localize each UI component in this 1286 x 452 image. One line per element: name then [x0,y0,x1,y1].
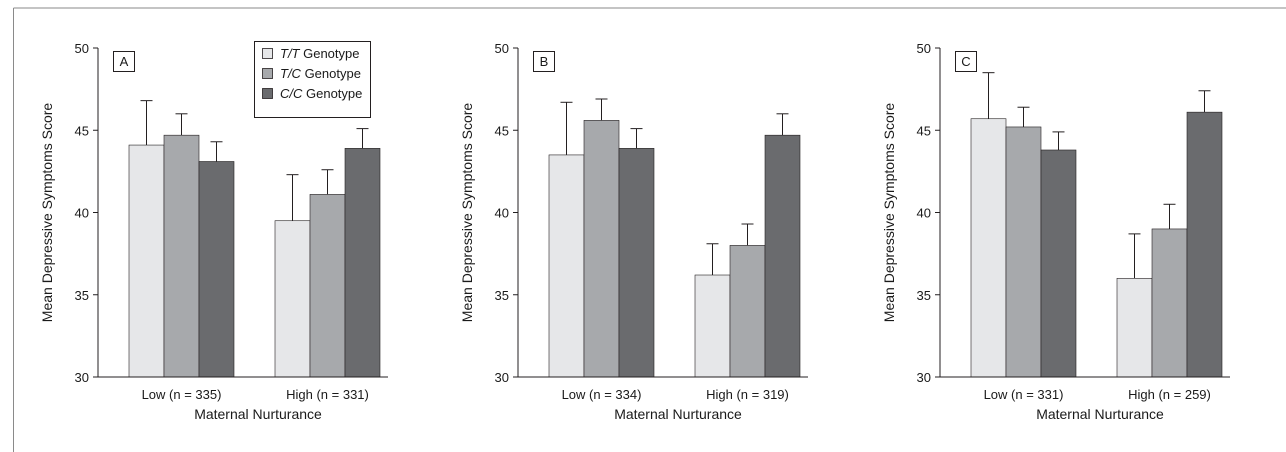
bar-a-c1-s1 [309,194,346,378]
y-tick-label: 50 [495,41,509,56]
y-tick-label: 35 [75,288,89,303]
panel-letter: A [120,54,129,69]
y-axis-title: Mean Depressive Symptoms Score [39,103,55,323]
y-axis-title: Mean Depressive Symptoms Score [459,103,475,323]
panel-letter: C [961,54,970,69]
bar-a-c1-s0 [274,220,311,378]
bar-a-c0-s1 [163,134,200,378]
y-tick-label: 40 [75,206,89,221]
legend-suffix: Genotype [301,66,361,81]
legend-suffix: Genotype [300,46,360,61]
y-tick-label: 45 [495,123,509,138]
bar-a-c0-s0 [128,144,165,378]
y-tick-label: 50 [75,41,89,56]
x-tick-label: High (n = 331) [286,387,369,402]
x-axis-title: Maternal Nurturance [1036,406,1164,422]
y-tick-label: 45 [75,123,89,138]
y-tick-label: 45 [917,123,931,138]
bar-a-c0-s2 [198,161,235,378]
bar-c-c0-s1 [1005,126,1042,378]
legend-label: T/T Genotype [280,46,360,61]
x-tick-label: Low (n = 331) [984,387,1064,402]
panel-a: Low (n = 335) High (n = 331) 30 35 40 45 50 Mea… [39,41,388,422]
y-tick-label: 35 [917,288,931,303]
bar-b-c1-s1 [729,245,766,378]
panel-letter-box [113,51,135,72]
panel-letter: B [540,54,549,69]
bar-b-c1-s2 [764,134,801,378]
x-axis-title: Maternal Nurturance [194,406,322,422]
bar-b-c1-s0 [694,274,731,378]
x-tick-label: High (n = 319) [706,387,789,402]
legend-swatch [262,88,273,99]
panel-letter-box [533,51,555,72]
legend-swatch [262,68,273,79]
legend-swatch [262,48,273,59]
y-tick-label: 30 [75,370,89,385]
panel-c: Low (n = 331) High (n = 259) 30 35 40 45 50 Mea… [881,41,1230,422]
panel-b: Low (n = 334) High (n = 319) 30 35 40 45 50 Mea… [459,41,808,422]
legend-genotype: C/C [280,86,303,101]
bar-c-c1-s2 [1186,111,1223,378]
bar-c-c0-s2 [1040,149,1077,378]
y-tick-label: 35 [495,288,509,303]
legend-genotype: T/C [280,66,302,81]
legend-genotype: T/T [280,46,301,61]
y-tick-label: 40 [495,206,509,221]
x-axis-title: Maternal Nurturance [614,406,742,422]
bar-c-c1-s1 [1151,228,1188,378]
bar-c-c1-s0 [1116,277,1153,378]
bar-b-c0-s0 [548,154,585,378]
legend-suffix: Genotype [302,86,362,101]
panel-letter-box [955,51,977,72]
bar-b-c0-s1 [583,120,620,378]
y-tick-label: 30 [495,370,509,385]
bar-c-c0-s0 [970,118,1007,378]
y-tick-label: 50 [917,41,931,56]
y-axis-title: Mean Depressive Symptoms Score [881,103,897,323]
legend-label: C/C Genotype [280,86,362,101]
y-tick-label: 30 [917,370,931,385]
y-tick-label: 40 [917,206,931,221]
x-tick-label: Low (n = 334) [562,387,642,402]
x-tick-label: Low (n = 335) [142,387,222,402]
x-tick-label: High (n = 259) [1128,387,1211,402]
legend-label: T/C Genotype [280,66,361,81]
bar-a-c1-s2 [344,148,381,378]
bar-b-c0-s2 [618,148,655,378]
legend-box [254,41,371,118]
